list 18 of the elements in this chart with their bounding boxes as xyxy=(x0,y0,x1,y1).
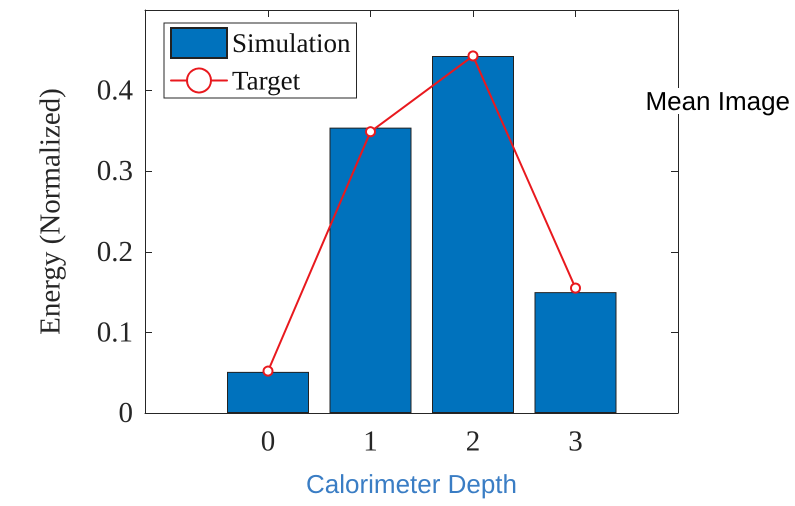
y-tick-label: 0 xyxy=(118,397,133,429)
point xyxy=(262,366,274,377)
x-tick-label: 0 xyxy=(260,426,276,458)
y-tick-label: 0.4 xyxy=(96,74,134,107)
x-tick-label: 1 xyxy=(363,426,378,458)
x-axis-title: Calorimeter Depth xyxy=(306,469,517,499)
y-tick-label: 0.2 xyxy=(96,236,133,268)
point xyxy=(570,282,581,294)
x-tick-label: 3 xyxy=(568,426,583,458)
point xyxy=(365,126,376,138)
annotation: Mean Image xyxy=(645,86,790,116)
x-tick-label: 2 xyxy=(466,426,480,458)
y-tick-label: 0.1 xyxy=(96,316,133,348)
point xyxy=(468,50,478,62)
legend-label: Target xyxy=(232,66,301,96)
y-tick-label: 0.3 xyxy=(96,155,133,188)
legend-label: Simulation xyxy=(232,28,352,58)
y-axis-title: Energy (Normalized) xyxy=(34,88,66,335)
